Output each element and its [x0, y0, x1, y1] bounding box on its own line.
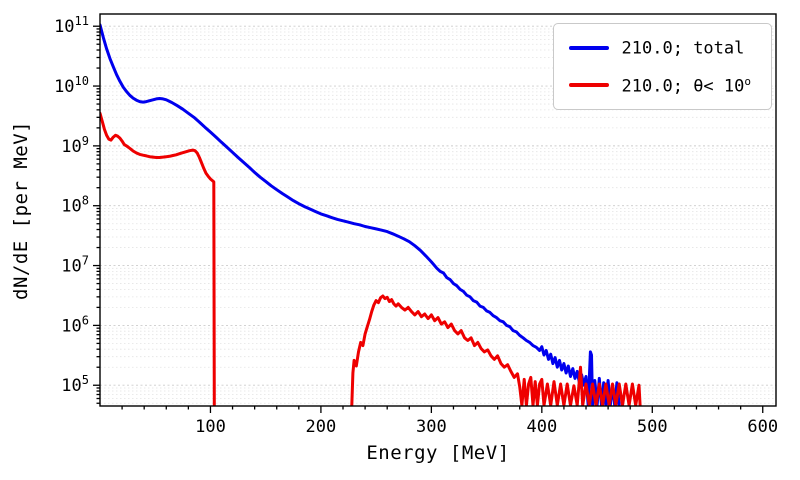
plot-border	[99, 13, 777, 407]
x-axis-label: Energy [MeV]	[366, 442, 510, 464]
y-tick-label: 109	[61, 134, 89, 157]
series-line-1	[350, 294, 642, 406]
x-tick-label: 100	[195, 417, 226, 437]
y-tick-label: 107	[61, 254, 89, 277]
y-tick-label: 1011	[54, 14, 89, 37]
y-tick-label: 1010	[54, 74, 89, 97]
x-tick-label: 300	[416, 417, 447, 437]
legend-line-theta	[568, 83, 609, 88]
legend: 210.0; total 210.0; θ< 10o	[552, 23, 772, 111]
legend-label-total: 210.0; total	[621, 38, 745, 59]
x-tick-label: 600	[747, 417, 778, 437]
y-tick-label: 105	[61, 373, 89, 396]
axis-ticks	[93, 25, 764, 413]
legend-entry-theta: 210.0; θ< 10o	[568, 74, 751, 97]
x-tick-label: 500	[637, 417, 668, 437]
legend-label-theta: 210.0; θ< 10o	[621, 74, 751, 97]
series-line-0	[100, 23, 621, 406]
y-axis-label: dN/dE [per MeV]	[10, 120, 32, 300]
legend-line-total	[568, 45, 609, 50]
series-line-1	[100, 111, 216, 406]
y-tick-label: 108	[61, 194, 89, 217]
series-lines	[100, 23, 642, 406]
y-tick-label: 106	[61, 313, 89, 336]
x-tick-label: 200	[306, 417, 337, 437]
legend-entry-total: 210.0; total	[568, 37, 751, 59]
x-tick-label: 400	[526, 417, 557, 437]
